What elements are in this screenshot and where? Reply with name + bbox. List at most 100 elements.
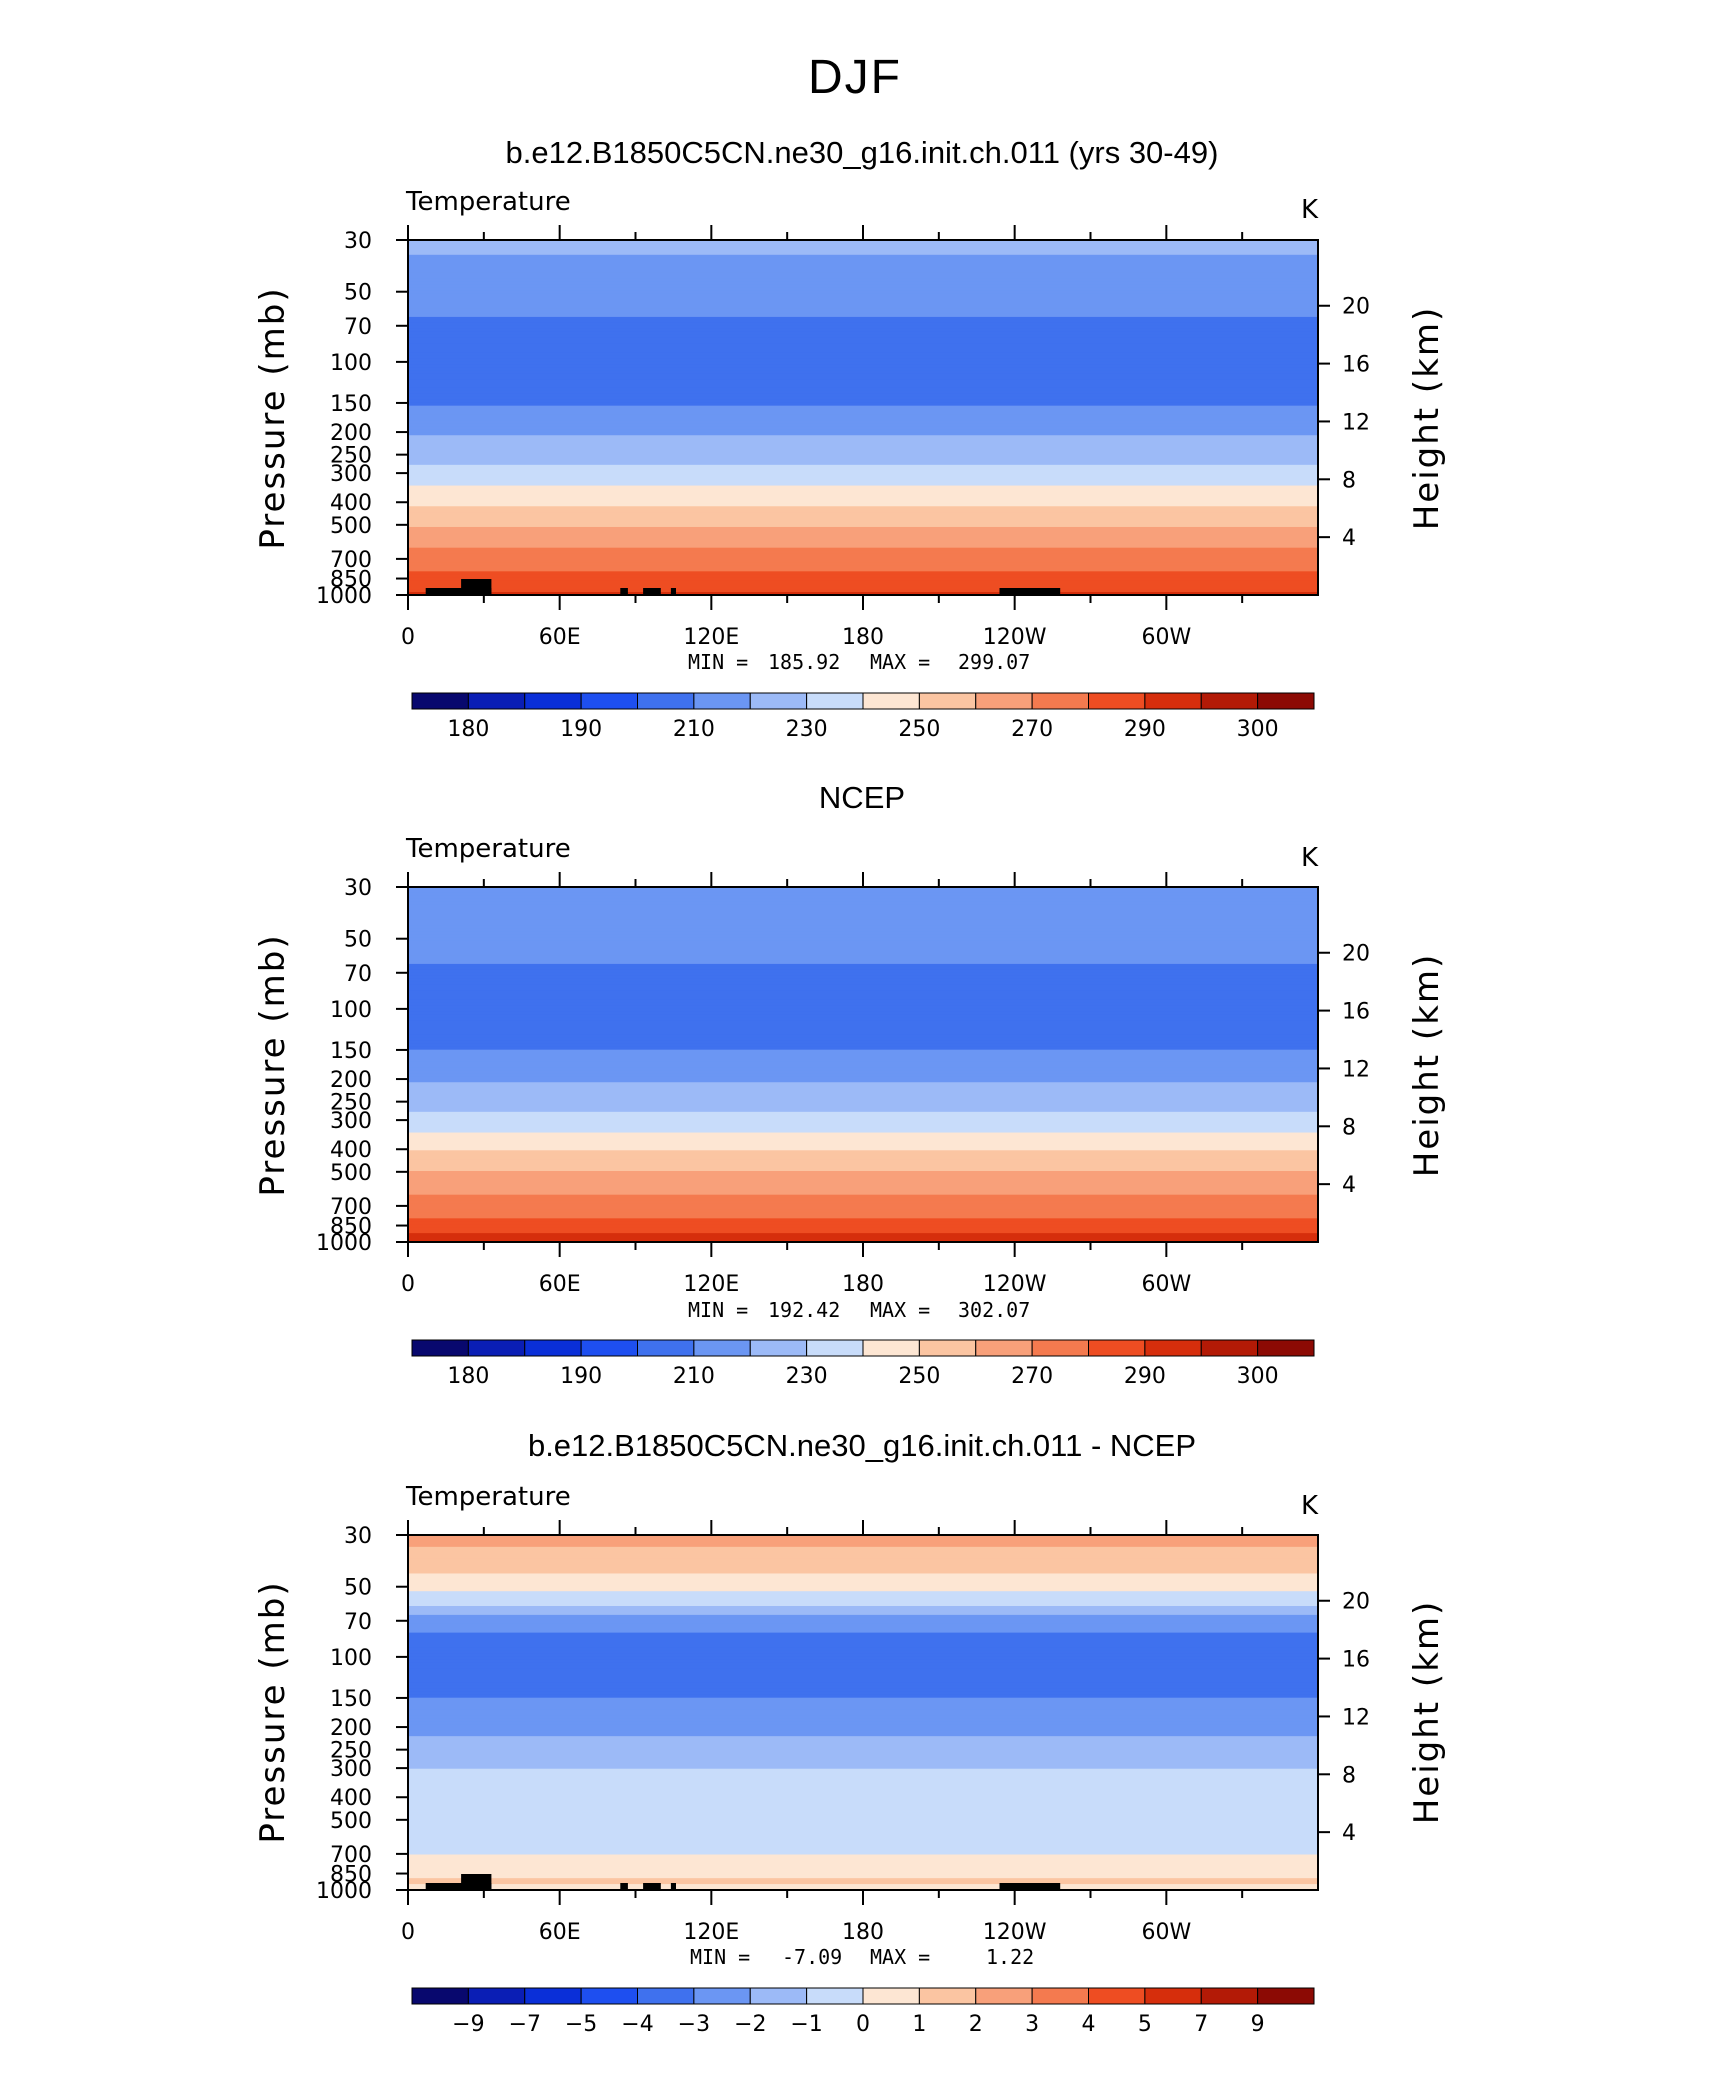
contour-band [408,1863,1318,1868]
colorbar-box [637,1339,695,1357]
contour-band [408,1535,1318,1539]
contour-band [408,1860,1318,1865]
colorbar-box [1088,1339,1146,1357]
colorbar-label: 190 [560,1364,602,1389]
y-tick-label: 50 [344,281,372,306]
y-right-tick-label: 4 [1342,526,1356,551]
contour-band [408,1173,1318,1178]
y-axis-label-right: Height (km) [1407,1600,1447,1825]
colorbar-box [1200,692,1259,710]
contour-band [408,479,1318,484]
contour-band [408,1801,1318,1806]
contour-band [408,420,1318,425]
contour-band [408,571,1318,576]
contour-band [408,1043,1318,1048]
contour-band [408,1064,1318,1069]
contour-band [408,1827,1318,1832]
contour-band [408,1727,1318,1732]
contour-band [408,1611,1318,1616]
variable-label: Temperature [405,1482,571,1512]
contour-band [408,1117,1318,1122]
x-tick-label: 120W [983,625,1047,650]
contour-band [408,1606,1318,1610]
contour-band [408,1558,1318,1563]
colorbar-box [580,692,639,710]
x-tick-label: 0 [401,1272,415,1297]
colorbar-box [918,1339,977,1357]
contour-band [408,408,1318,413]
contour-band [408,453,1318,457]
contour-band [408,476,1318,481]
colorbar-label: 4 [1082,2012,1096,2037]
y-axis-label: Pressure (mb) [253,286,293,549]
contour-band [408,1191,1318,1196]
contour-band [408,1872,1318,1877]
contour-band [408,269,1318,274]
contour-band [408,1570,1318,1575]
contour-band [408,367,1318,371]
panel-difference: b.e12.B1850C5CN.ne30_g16.init.ch.011 - N… [253,1428,1447,2037]
contour-band [408,251,1318,256]
contour-band [408,384,1318,389]
terrain-mask [643,588,661,595]
contour-band [408,1833,1318,1838]
x-tick-label: 60W [1141,1272,1191,1297]
colorbar-label: 210 [673,1364,715,1389]
contour-band [408,364,1318,369]
contour-band [408,1564,1318,1569]
y-tick-label: 700 [330,1843,372,1868]
contour-band [408,1691,1318,1696]
contour-band [408,1875,1318,1879]
contour-band [408,402,1318,407]
colorbar-box [467,1339,526,1357]
contour-band [408,438,1318,442]
contour-band [408,1721,1318,1726]
terrain-mask [670,588,676,595]
contour-band [408,1061,1318,1066]
colorbar-box [1031,692,1090,710]
contour-band [408,429,1318,434]
min-value: 185.92 [768,650,840,674]
x-tick-label: 60E [539,1272,581,1297]
y-tick-label: 500 [330,1161,372,1186]
contour-band [408,311,1318,315]
contour-band [408,904,1318,909]
contour-band [408,1100,1318,1104]
contour-band [408,1239,1318,1243]
contour-band [408,1742,1318,1746]
contour-band [408,1712,1318,1717]
contour-band [408,1866,1318,1871]
contour-band [408,1034,1318,1039]
contour-band [408,1197,1318,1202]
contour-band [408,969,1318,974]
contour-band [408,1614,1318,1619]
contour-band [408,458,1318,463]
contour-band [408,1552,1318,1557]
contour-band [408,1848,1318,1853]
colorbar-label: −3 [678,2012,710,2037]
contour-band [408,337,1318,342]
contour-band [408,1105,1318,1110]
contour-band [408,331,1318,336]
contour-band [408,361,1318,366]
contour-band [408,284,1318,289]
contour-band [408,934,1318,939]
contour-band [408,382,1318,386]
colorbar-label: 230 [786,1364,828,1389]
contour-band [408,1671,1318,1675]
contour-band [408,1585,1318,1590]
colorbar-box [580,1339,639,1357]
contour-band [408,981,1318,986]
contour-band [408,1546,1318,1551]
contour-band [408,892,1318,897]
contour-band [408,535,1318,540]
contour-band [408,1709,1318,1714]
terrain-mask [999,588,1061,595]
y-right-tick-label: 16 [1342,1648,1370,1673]
max-value: 299.07 [958,650,1030,674]
contour-band [408,432,1318,437]
contour-band [408,1632,1318,1637]
contour-band [408,509,1318,513]
contour-band [408,1094,1318,1098]
